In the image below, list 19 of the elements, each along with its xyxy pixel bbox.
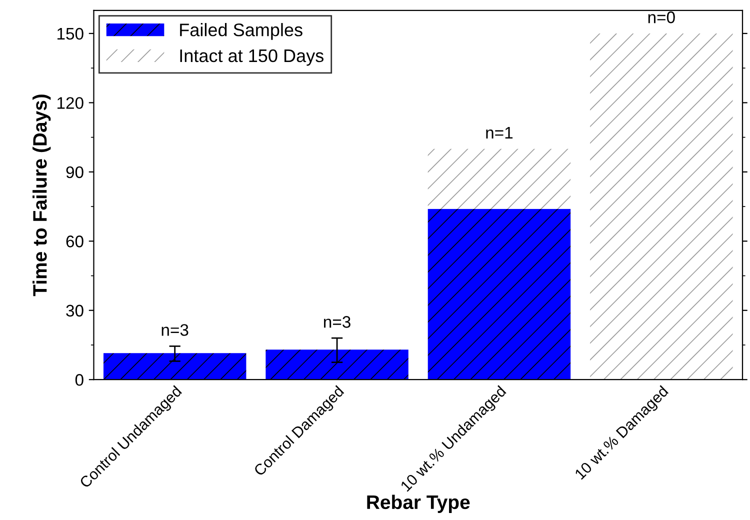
y-tick-label: 90 [66, 166, 84, 178]
bar [590, 33, 733, 380]
y-tick-label: 30 [66, 304, 84, 317]
x-axis-title: Rebar Type [367, 494, 470, 513]
y-tick-label: 0 [75, 374, 84, 386]
bar [103, 353, 246, 380]
y-tick-label: 60 [66, 236, 84, 248]
y-tick-label: 150 [57, 28, 84, 40]
bar [428, 208, 571, 380]
annotation: n=3 [162, 324, 188, 336]
y-axis-title: Time to Failure (Days) [32, 94, 51, 296]
annotation: n=1 [486, 126, 513, 138]
y-tick-label: 120 [57, 97, 84, 109]
bar [428, 148, 571, 209]
bar [266, 350, 408, 380]
annotation: n=3 [324, 316, 350, 328]
legend-label: Intact at 150 Days [180, 49, 324, 66]
annotation: n=0 [648, 11, 675, 24]
legend-label: Failed Samples [180, 23, 302, 40]
